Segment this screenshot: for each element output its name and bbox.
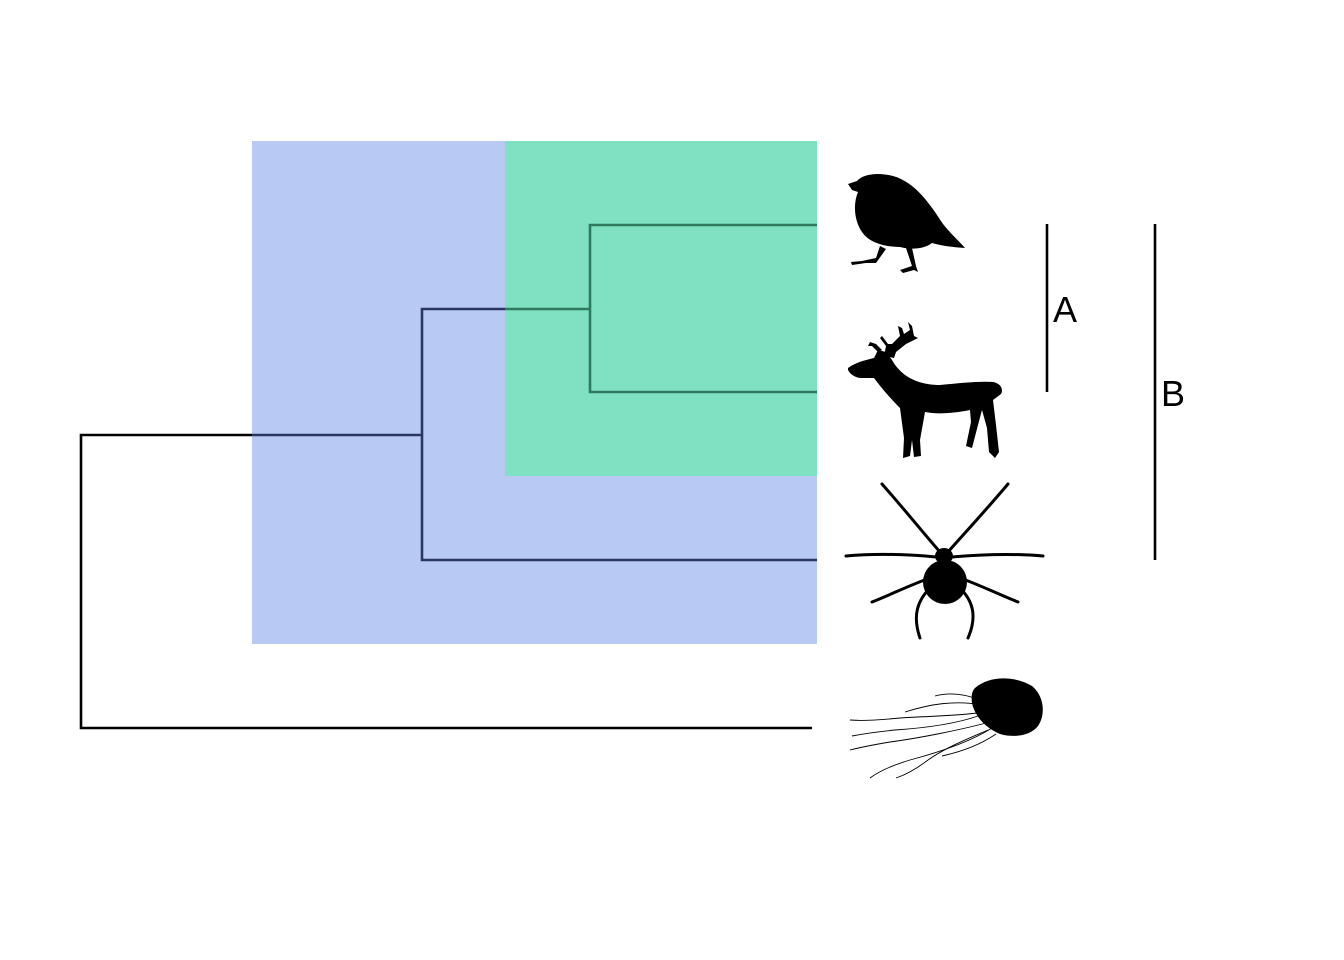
clade-a-branches [505,223,817,394]
bird-silhouette-icon [848,173,965,273]
deer-silhouette-icon [848,322,1003,458]
root-branches [79,433,812,730]
clade-b-branches [252,307,817,562]
spider-silhouette-icon [844,482,1045,640]
jellyfish-silhouette-icon [849,678,1043,779]
clade-a-label: A [1053,289,1077,330]
clade-b-label: B [1161,373,1185,414]
